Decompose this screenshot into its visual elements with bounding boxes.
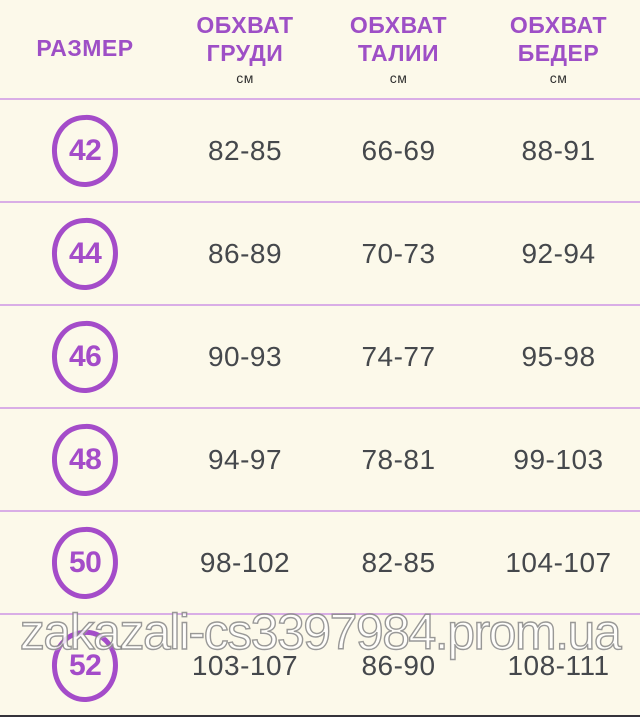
header-size: РАЗМЕР (0, 35, 170, 62)
chest-value: 103-107 (191, 649, 299, 681)
header-size-label: РАЗМЕР (36, 35, 134, 62)
table-row: 48 94-97 78-81 99-103 (0, 409, 640, 512)
table-row: 52 103-107 86-90 108-111 (0, 615, 640, 717)
size-value: 46 (68, 339, 102, 373)
header-waist-unit: см (389, 69, 408, 86)
waist-value: 74-77 (361, 340, 436, 372)
hips-value: 104-107 (505, 546, 612, 578)
header-hips: ОБХВАТ БЕДЕР см (509, 12, 608, 86)
size-badge: 46 (50, 318, 120, 395)
header-waist: ОБХВАТ ТАЛИИ см (349, 12, 448, 86)
waist-value: 82-85 (361, 546, 436, 578)
size-value: 48 (68, 442, 102, 476)
size-badge: 52 (50, 627, 120, 704)
size-badge: 44 (50, 215, 120, 292)
size-value: 44 (68, 236, 102, 270)
size-badge: 42 (50, 112, 120, 189)
waist-value: 66-69 (361, 134, 436, 166)
table-row: 50 98-102 82-85 104-107 (0, 512, 640, 615)
size-value: 50 (68, 545, 102, 579)
hips-value: 92-94 (521, 237, 596, 269)
table-row: 46 90-93 74-77 95-98 (0, 306, 640, 409)
hips-value: 99-103 (513, 443, 604, 475)
size-value: 42 (68, 133, 102, 167)
chest-value: 90-93 (207, 340, 283, 372)
header-chest: ОБХВАТ ГРУДИ см (196, 12, 294, 86)
size-badge: 48 (50, 421, 120, 498)
table-header: РАЗМЕР ОБХВАТ ГРУДИ см ОБХВАТ ТАЛИИ см О… (0, 0, 640, 100)
waist-value: 86-90 (361, 649, 436, 681)
header-hips-unit: см (549, 69, 568, 86)
waist-value: 70-73 (361, 237, 436, 269)
chest-value: 82-85 (207, 134, 283, 166)
bottom-edge-line (0, 715, 640, 717)
header-chest-unit: см (236, 69, 254, 86)
chest-value: 94-97 (207, 443, 283, 475)
table-row: 42 82-85 66-69 88-91 (0, 100, 640, 203)
chest-value: 98-102 (199, 546, 291, 578)
hips-value: 95-98 (521, 340, 596, 372)
hips-value: 88-91 (521, 134, 596, 166)
hips-value: 108-111 (507, 649, 610, 681)
waist-value: 78-81 (361, 443, 436, 475)
size-badge: 50 (50, 524, 120, 601)
table-row: 44 86-89 70-73 92-94 (0, 203, 640, 306)
size-value: 52 (68, 648, 102, 682)
chest-value: 86-89 (207, 237, 283, 269)
